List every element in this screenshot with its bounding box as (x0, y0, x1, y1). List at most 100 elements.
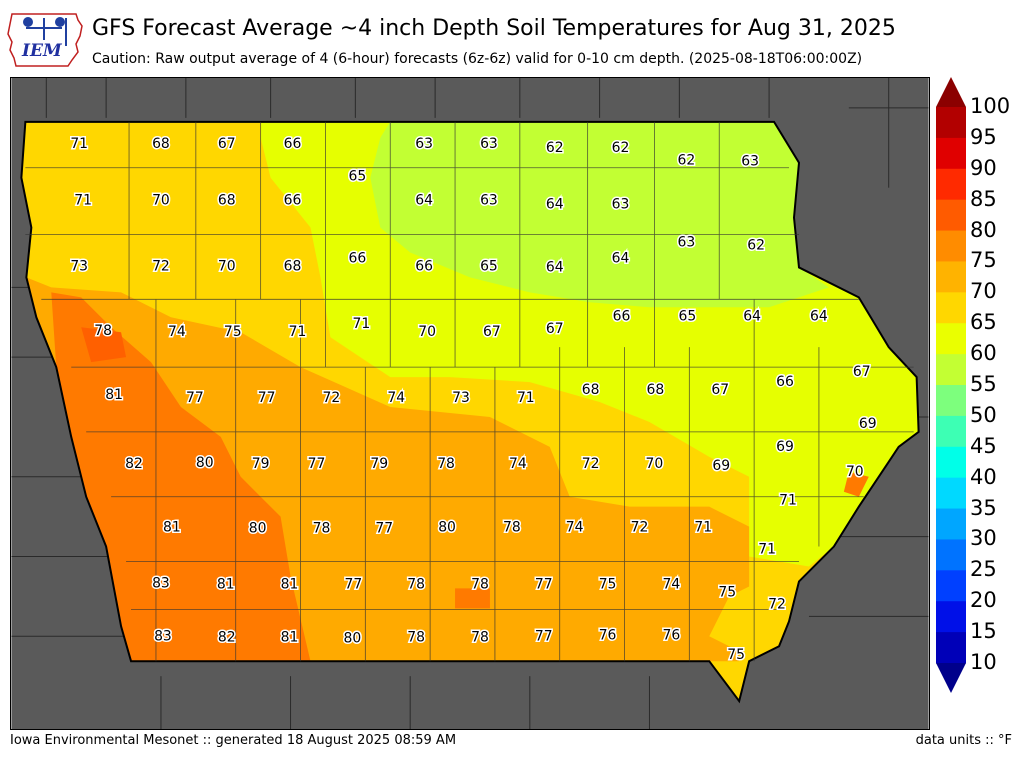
county-value: 74 (566, 520, 584, 536)
county-value: 62 (747, 237, 765, 253)
county-value: 64 (612, 250, 630, 266)
colorbar-tick-label: 60 (970, 341, 997, 366)
colorbar-tick-label: 30 (970, 526, 997, 551)
colorbar-segment (936, 477, 966, 510)
county-values: 71 68 67 66 63 63 62 62 62 63 65 71 70 6… (69, 134, 878, 664)
county-value: 74 (509, 456, 527, 472)
county-value: 68 (647, 382, 665, 398)
colorbar-segment (936, 107, 966, 139)
county-value: 65 (348, 169, 366, 185)
county-value: 67 (711, 382, 729, 398)
colorbar-segment (936, 354, 966, 386)
county-value: 64 (810, 308, 828, 324)
county-value: 72 (323, 390, 341, 406)
county-value: 72 (631, 520, 649, 536)
county-value: 71 (517, 390, 535, 406)
county-value: 82 (218, 629, 236, 645)
county-value: 66 (613, 308, 631, 324)
colorbar-segment (936, 570, 966, 602)
county-value: 66 (415, 258, 433, 274)
iowa-state-outline (20, 120, 920, 704)
county-value: 63 (480, 193, 498, 209)
county-value: 79 (370, 456, 388, 472)
county-value: 71 (758, 542, 776, 558)
map-subtitle: Caution: Raw output average of 4 (6-hour… (92, 51, 863, 67)
county-value: 75 (718, 584, 736, 600)
county-value: 75 (727, 647, 745, 663)
county-value: 64 (415, 193, 433, 209)
county-value: 78 (94, 323, 112, 339)
county-value: 79 (252, 456, 270, 472)
county-value: 68 (284, 258, 302, 274)
county-value: 63 (612, 197, 630, 213)
county-value: 72 (768, 596, 786, 612)
county-value: 71 (694, 520, 712, 536)
colorbar-segment (936, 415, 966, 448)
map-title: GFS Forecast Average ~4 inch Depth Soil … (92, 16, 896, 41)
county-value: 66 (284, 193, 302, 209)
colorbar-segment (936, 385, 966, 417)
colorbar-tick-label: 75 (970, 248, 997, 273)
county-value: 64 (546, 259, 564, 275)
county-value: 71 (74, 193, 92, 209)
county-value: 78 (313, 521, 331, 537)
county-value: 69 (859, 416, 877, 432)
colorbar-tick-label: 25 (970, 557, 997, 582)
county-value: 64 (546, 197, 564, 213)
colorbar-tick-label: 65 (970, 310, 997, 335)
county-value: 81 (105, 387, 123, 403)
county-value: 75 (224, 324, 242, 340)
colorbar-tick-label: 80 (970, 217, 997, 242)
county-value: 72 (582, 456, 600, 472)
weather-station-icon (23, 17, 67, 46)
colorbar-segment (936, 323, 966, 355)
temperature-fill (21, 121, 919, 702)
county-value: 81 (163, 520, 181, 536)
county-value: 78 (471, 629, 489, 645)
county-value: 65 (678, 308, 696, 324)
county-value: 70 (846, 464, 864, 480)
county-value: 63 (741, 154, 759, 170)
county-value: 78 (437, 456, 455, 472)
county-value: 78 (407, 576, 425, 592)
county-value: 81 (217, 576, 235, 592)
county-value: 62 (677, 153, 695, 169)
county-value: 69 (776, 439, 794, 455)
county-value: 81 (281, 629, 299, 645)
county-value: 76 (663, 627, 681, 643)
footer-source: Iowa Environmental Mesonet :: generated … (10, 733, 457, 748)
colorbar-extend-bottom (936, 663, 966, 693)
county-value: 71 (779, 493, 797, 509)
county-value: 66 (348, 250, 366, 266)
county-value: 80 (438, 520, 456, 536)
colorbar-tick-label: 70 (970, 279, 997, 304)
county-value: 71 (289, 324, 307, 340)
county-value: 65 (480, 258, 498, 274)
iowa-soil-temperature-map: 71 68 67 66 63 63 62 62 62 63 65 71 70 6… (10, 77, 930, 730)
colorbar-tick-label: 90 (970, 155, 997, 180)
county-value: 71 (70, 136, 88, 152)
colorbar-tick-label: 35 (970, 495, 997, 520)
colorbar-tick-label: 50 (970, 402, 997, 427)
county-value: 69 (712, 458, 730, 474)
county-value: 80 (249, 521, 267, 537)
colorbar-segment (936, 168, 966, 201)
county-value: 78 (407, 629, 425, 645)
county-value: 73 (70, 258, 88, 274)
colorbar-segment (936, 292, 966, 324)
county-value: 66 (284, 136, 302, 152)
county-value: 78 (471, 576, 489, 592)
county-value: 71 (352, 316, 370, 332)
colorbar-tick-label: 55 (970, 372, 997, 396)
colorbar-segment (936, 632, 966, 664)
county-value: 74 (387, 390, 405, 406)
county-value: 77 (535, 628, 553, 644)
county-value: 63 (415, 136, 433, 152)
colorbar-segment (936, 508, 966, 540)
county-value: 83 (154, 628, 172, 644)
county-value: 75 (599, 576, 617, 592)
county-value: 72 (152, 258, 170, 274)
colorbar-tick-label: 85 (970, 186, 997, 211)
county-value: 62 (546, 140, 564, 156)
county-value: 77 (535, 576, 553, 592)
